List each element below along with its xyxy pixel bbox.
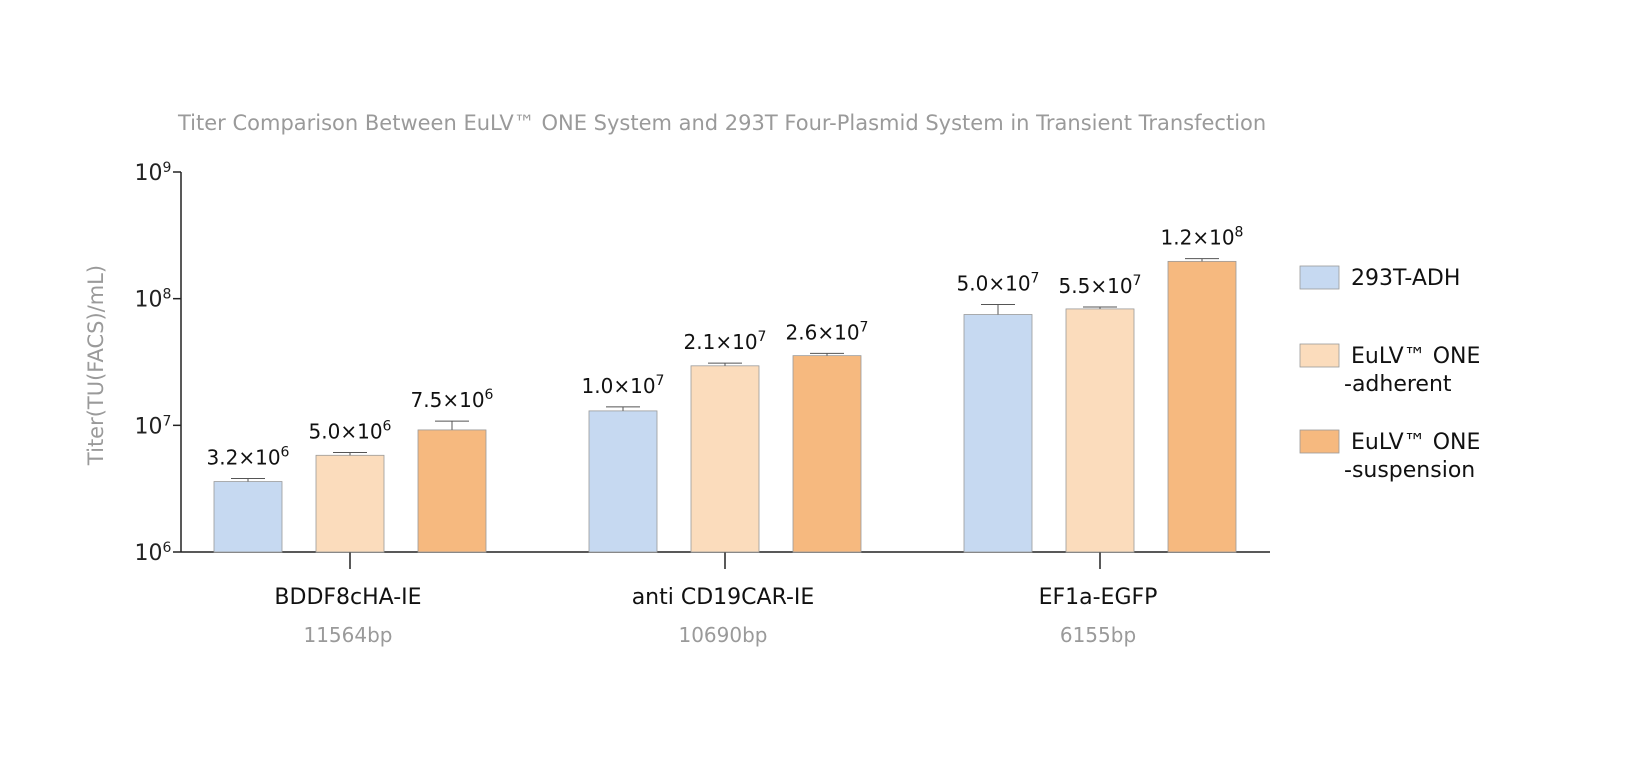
data-label: 2.6×107 bbox=[786, 319, 869, 344]
bar bbox=[315, 454, 385, 553]
y-axis-label: Titer(TU(FACS)/mL) bbox=[84, 265, 108, 466]
data-label: 3.2×106 bbox=[207, 445, 290, 470]
data-label: 5.0×107 bbox=[957, 270, 1040, 295]
data-label: 5.0×106 bbox=[309, 419, 392, 444]
bar bbox=[690, 365, 760, 553]
bar bbox=[1065, 308, 1135, 553]
legend-swatch bbox=[1299, 265, 1340, 290]
bar bbox=[1167, 260, 1237, 553]
category-label: BDDF8cHA-IE bbox=[274, 585, 421, 610]
legend-label: EuLV™ ONE bbox=[1351, 430, 1480, 455]
data-label: 5.5×107 bbox=[1059, 273, 1142, 298]
legend-swatch bbox=[1299, 343, 1340, 368]
y-tick-label: 106 bbox=[135, 540, 172, 566]
category-sublabel: 11564bp bbox=[303, 623, 392, 647]
bar bbox=[213, 481, 283, 553]
y-tick-label: 109 bbox=[135, 160, 172, 186]
data-label: 1.2×108 bbox=[1161, 225, 1244, 250]
y-tick-label: 107 bbox=[135, 413, 172, 439]
legend-label: EuLV™ ONE bbox=[1351, 344, 1480, 369]
legend-label: -adherent bbox=[1344, 372, 1452, 397]
category-sublabel: 6155bp bbox=[1060, 623, 1136, 647]
legend-swatch bbox=[1299, 429, 1340, 454]
chart-title: Titer Comparison Between EuLV™ ONE Syste… bbox=[177, 111, 1266, 135]
y-tick-label: 108 bbox=[135, 287, 172, 313]
legend-label: -suspension bbox=[1344, 458, 1475, 483]
legend: 293T-ADH EuLV™ ONE -adherent EuLV™ ONE -susp… bbox=[1299, 265, 1480, 483]
bar bbox=[588, 410, 658, 553]
plot-area: 106 107 108 109 BDDF8cHA-IE 11564bp 3.2×106 5.0… bbox=[135, 160, 1270, 647]
category-label: EF1a-EGFP bbox=[1039, 585, 1158, 610]
bar bbox=[963, 314, 1033, 553]
data-label: 7.5×106 bbox=[411, 387, 494, 412]
category-sublabel: 10690bp bbox=[678, 623, 767, 647]
data-label: 2.1×107 bbox=[684, 329, 767, 354]
category-label: anti CD19CAR-IE bbox=[632, 585, 815, 610]
bar bbox=[417, 429, 487, 553]
legend-label: 293T-ADH bbox=[1351, 266, 1460, 291]
bar bbox=[792, 355, 862, 553]
data-label: 1.0×107 bbox=[582, 373, 665, 398]
